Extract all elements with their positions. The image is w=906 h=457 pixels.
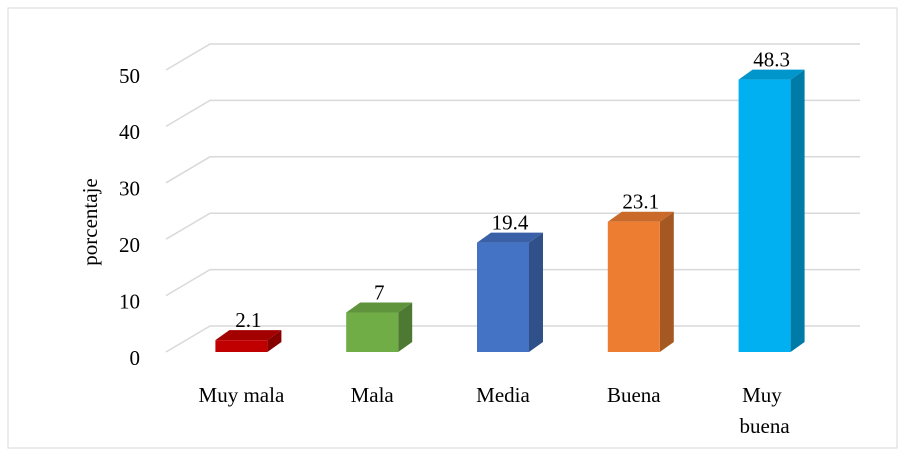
bar — [346, 302, 413, 352]
y-tick-label: 20 — [119, 233, 140, 257]
x-tick-label: Muy buena — [740, 383, 791, 438]
bar — [215, 330, 282, 352]
bar-front — [215, 340, 268, 352]
grid-line — [165, 156, 860, 184]
y-axis-label: porcentaje — [78, 178, 102, 265]
value-label: 23.1 — [622, 190, 659, 214]
y-tick-label: 40 — [119, 120, 140, 144]
bar-top — [607, 211, 674, 222]
bar-front — [607, 221, 660, 352]
bar-side — [659, 211, 674, 352]
bar-front — [346, 312, 399, 352]
bar-top — [738, 69, 805, 80]
grid-line — [165, 43, 860, 71]
x-tick-label: Media — [476, 383, 530, 407]
bar-front — [738, 79, 791, 352]
bar-side — [529, 232, 543, 352]
grid-line — [165, 99, 860, 128]
x-tick-label: Buena — [607, 383, 661, 407]
bar-top — [346, 302, 413, 313]
bar-top — [477, 232, 543, 243]
x-tick-label: Muy mala — [199, 383, 285, 407]
bar — [477, 232, 543, 352]
x-tick-label: Mala — [351, 383, 395, 407]
bar — [607, 211, 674, 352]
y-tick-label: 10 — [119, 289, 140, 313]
bar-front — [477, 242, 529, 352]
value-label: 2.1 — [235, 308, 261, 332]
y-tick-label: 50 — [119, 64, 140, 88]
value-label: 7 — [374, 280, 385, 304]
bar-side — [398, 302, 413, 352]
bar-side — [267, 330, 282, 352]
value-label: 19.4 — [492, 210, 529, 234]
bar-side — [790, 69, 805, 352]
value-label: 48.3 — [753, 47, 790, 71]
bar-top — [215, 330, 282, 341]
y-tick-label: 0 — [130, 346, 141, 370]
y-tick-label: 30 — [119, 177, 140, 201]
bar — [738, 69, 805, 352]
